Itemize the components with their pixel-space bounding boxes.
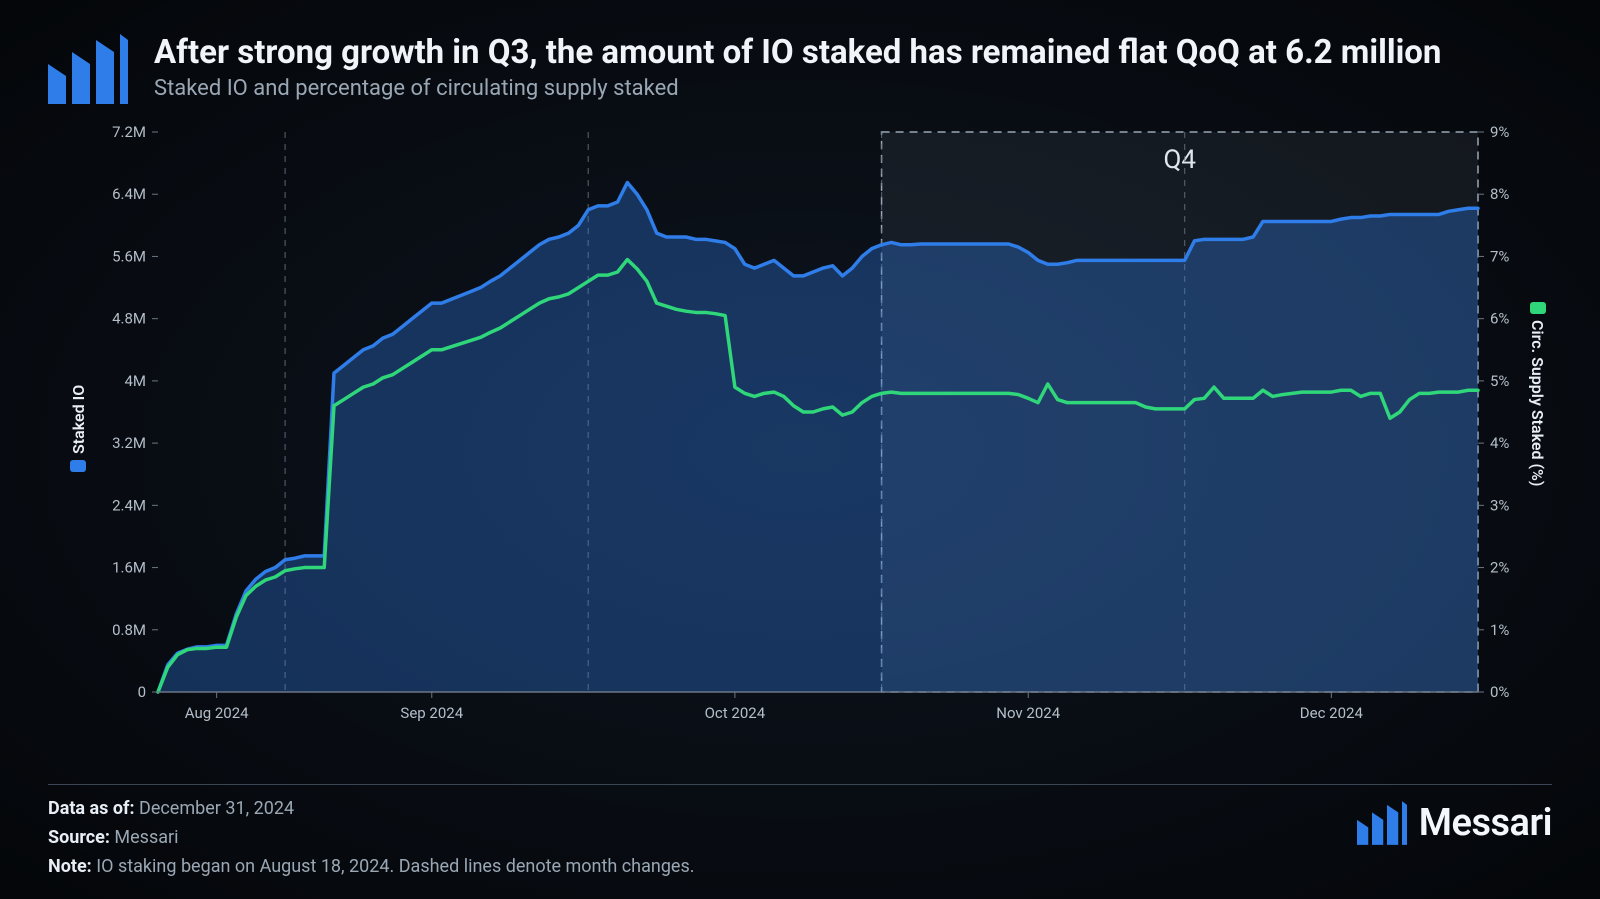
svg-text:Dec 2024: Dec 2024 bbox=[1300, 704, 1364, 722]
svg-text:Aug 2024: Aug 2024 bbox=[185, 704, 249, 722]
svg-text:4.8M: 4.8M bbox=[112, 310, 146, 328]
svg-text:5.6M: 5.6M bbox=[112, 247, 146, 265]
chart-area: Q4 0 0.8M 1.6M 2.4M 3.2M 4M 4.8M 5.6M 6.4M 7.2M 0% 1… bbox=[48, 122, 1552, 766]
divider bbox=[48, 784, 1552, 785]
footer-brand: Messari bbox=[1357, 801, 1552, 845]
messari-logo-icon bbox=[1357, 801, 1407, 845]
svg-text:Q4: Q4 bbox=[1164, 145, 1197, 175]
source-label: Source: bbox=[48, 827, 110, 848]
svg-text:Circ. Supply Staked (%): Circ. Supply Staked (%) bbox=[1528, 320, 1547, 486]
svg-text:0.8M: 0.8M bbox=[112, 621, 146, 639]
chart-subtitle: Staked IO and percentage of circulating … bbox=[154, 76, 1552, 101]
svg-text:6.4M: 6.4M bbox=[112, 185, 146, 203]
svg-text:2%: 2% bbox=[1490, 559, 1509, 577]
svg-text:3.2M: 3.2M bbox=[112, 434, 146, 452]
brand-text: Messari bbox=[1419, 801, 1552, 845]
svg-text:4%: 4% bbox=[1490, 434, 1509, 452]
svg-text:Nov 2024: Nov 2024 bbox=[996, 704, 1060, 722]
svg-text:0: 0 bbox=[138, 683, 146, 701]
svg-text:Staked IO: Staked IO bbox=[69, 385, 88, 454]
messari-logo-icon bbox=[48, 34, 128, 104]
svg-text:1.6M: 1.6M bbox=[112, 559, 146, 577]
note-label: Note: bbox=[48, 856, 92, 877]
chart-title: After strong growth in Q3, the amount of… bbox=[154, 34, 1552, 72]
svg-text:6%: 6% bbox=[1490, 310, 1509, 328]
svg-text:2.4M: 2.4M bbox=[112, 496, 146, 514]
header: After strong growth in Q3, the amount of… bbox=[48, 34, 1552, 104]
svg-text:8%: 8% bbox=[1490, 185, 1509, 203]
data-as-of-value: December 31, 2024 bbox=[139, 798, 294, 819]
svg-text:4M: 4M bbox=[124, 372, 146, 390]
svg-text:7.2M: 7.2M bbox=[112, 123, 146, 141]
svg-text:7%: 7% bbox=[1490, 247, 1509, 265]
svg-text:Sep 2024: Sep 2024 bbox=[400, 704, 463, 722]
note-value: IO staking began on August 18, 2024. Das… bbox=[96, 856, 694, 877]
data-as-of-label: Data as of: bbox=[48, 798, 135, 819]
svg-text:1%: 1% bbox=[1490, 621, 1509, 639]
svg-text:Oct 2024: Oct 2024 bbox=[705, 704, 766, 722]
source-value: Messari bbox=[114, 827, 178, 848]
footer-meta: Data as of: December 31, 2024 Source: Me… bbox=[48, 795, 695, 881]
chart-card: After strong growth in Q3, the amount of… bbox=[0, 0, 1600, 899]
svg-text:9%: 9% bbox=[1490, 123, 1509, 141]
svg-text:5%: 5% bbox=[1490, 372, 1509, 390]
chart-svg: Q4 0 0.8M 1.6M 2.4M 3.2M 4M 4.8M 5.6M 6.4M 7.2M 0% 1… bbox=[48, 122, 1548, 762]
footer: Data as of: December 31, 2024 Source: Me… bbox=[48, 795, 1552, 881]
svg-text:0%: 0% bbox=[1490, 683, 1509, 701]
svg-text:3%: 3% bbox=[1490, 496, 1509, 514]
